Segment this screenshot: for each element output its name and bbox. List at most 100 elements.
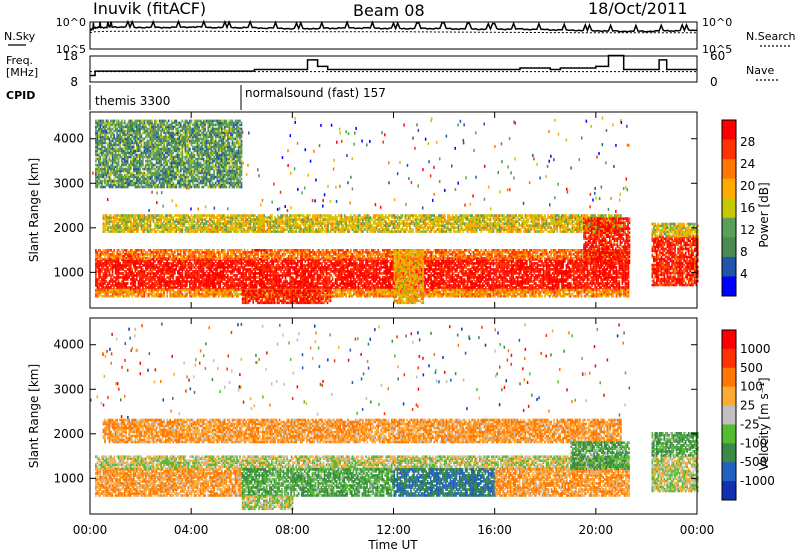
range-cell <box>213 262 215 265</box>
range-cell <box>280 191 282 194</box>
range-cell <box>207 272 209 275</box>
range-cell <box>183 284 185 287</box>
range-cell <box>294 121 296 124</box>
range-cell <box>294 167 296 170</box>
range-cell <box>147 272 149 275</box>
range-cell <box>166 276 168 279</box>
range-cell <box>494 145 496 148</box>
range-cell <box>602 143 604 146</box>
range-cell <box>162 284 164 287</box>
range-cell <box>273 270 275 273</box>
range-cell <box>287 164 289 167</box>
range-cell <box>264 264 266 267</box>
range-cell <box>339 128 341 131</box>
range-cell <box>113 284 115 287</box>
range-cell <box>165 262 167 265</box>
range-cell <box>463 123 465 126</box>
range-cell <box>238 266 240 269</box>
range-cell <box>319 144 321 147</box>
range-cell <box>223 286 225 289</box>
range-cell <box>133 260 135 263</box>
range-cell <box>276 264 278 267</box>
range-cell <box>162 276 164 279</box>
range-cell <box>463 141 465 144</box>
range-cell <box>210 274 212 277</box>
range-cell <box>623 187 625 190</box>
range-cell <box>247 268 249 271</box>
range-cell <box>451 164 453 167</box>
range-cell <box>224 260 226 263</box>
range-cell <box>501 160 503 163</box>
range-cell <box>239 258 241 261</box>
range-cell <box>244 272 246 275</box>
range-cell <box>261 264 263 267</box>
range-cell <box>107 198 109 201</box>
power-panel: 1000200030004000 Slant Range [km] 282420… <box>27 112 771 308</box>
range-cell <box>322 205 324 208</box>
range-cell <box>119 262 121 265</box>
range-cell <box>106 280 108 283</box>
range-cell <box>113 276 115 279</box>
range-cell <box>355 127 357 130</box>
range-cell <box>133 272 135 275</box>
range-cell <box>201 258 203 261</box>
range-cell <box>139 270 141 273</box>
range-cell <box>205 205 207 208</box>
range-cell <box>130 278 132 281</box>
range-cell <box>161 191 163 194</box>
freq-label-line2: [MHz] <box>6 66 38 79</box>
range-cell <box>620 193 622 196</box>
range-cell <box>138 266 140 269</box>
range-cell <box>271 278 273 281</box>
range-cell <box>186 268 188 271</box>
range-cell <box>354 132 356 135</box>
range-cell <box>455 188 457 191</box>
range-cell <box>233 278 235 281</box>
range-cell <box>248 131 250 134</box>
range-cell <box>514 122 516 125</box>
range-cell <box>127 268 129 271</box>
range-cell <box>247 164 249 167</box>
range-cell <box>595 197 597 200</box>
range-cell <box>509 137 511 140</box>
range-cell <box>590 193 592 196</box>
range-cell <box>433 166 435 169</box>
range-cell <box>246 173 248 176</box>
range-cell <box>628 144 630 147</box>
range-cell <box>270 286 272 289</box>
range-cell <box>259 266 261 269</box>
range-cell <box>310 160 312 163</box>
range-cell <box>412 137 414 140</box>
range-cell <box>147 282 149 285</box>
range-cell <box>553 158 555 161</box>
range-cell <box>247 276 249 279</box>
range-cell <box>331 124 333 127</box>
range-cell <box>206 270 208 273</box>
range-cell <box>135 278 137 281</box>
range-cell <box>261 258 263 261</box>
range-cell <box>545 175 547 178</box>
range-cell <box>174 280 176 283</box>
range-cell <box>514 157 516 160</box>
range-cell <box>154 272 156 275</box>
range-cell <box>312 199 314 202</box>
range-cell <box>283 280 285 283</box>
range-cell <box>171 286 173 289</box>
freq-right-tick: 0 <box>710 75 718 89</box>
range-cell <box>268 278 270 281</box>
beam-title: Beam 08 <box>353 1 425 20</box>
range-cell <box>192 270 194 273</box>
range-cell <box>290 134 292 137</box>
range-cell <box>215 260 217 263</box>
range-cell <box>261 278 263 281</box>
range-cell <box>475 131 477 134</box>
range-cell <box>348 132 350 135</box>
station-title: Inuvik (fitACF) <box>93 0 206 18</box>
range-cell <box>147 260 149 263</box>
radar-figure: Inuvik (fitACF) Beam 08 18/Oct/2011 N.Sk… <box>0 0 800 554</box>
range-cell <box>290 172 292 175</box>
range-cell <box>169 266 171 269</box>
range-cell <box>270 260 272 263</box>
range-cell <box>251 270 253 273</box>
range-cell <box>333 159 335 162</box>
